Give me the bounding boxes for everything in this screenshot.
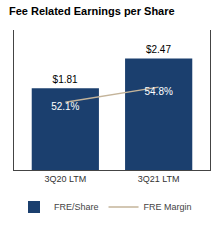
svg-text:54.8%: 54.8%: [144, 86, 172, 97]
svg-text:3Q20 LTM: 3Q20 LTM: [44, 174, 86, 184]
svg-text:FRE/Share: FRE/Share: [54, 202, 99, 212]
svg-text:Fee Related Earnings per Share: Fee Related Earnings per Share: [9, 5, 175, 17]
svg-text:$2.47: $2.47: [146, 44, 171, 55]
svg-text:3Q21 LTM: 3Q21 LTM: [138, 174, 180, 184]
svg-text:52.1%: 52.1%: [51, 101, 79, 112]
svg-text:FRE Margin: FRE Margin: [144, 202, 192, 212]
svg-text:$1.81: $1.81: [53, 74, 78, 85]
